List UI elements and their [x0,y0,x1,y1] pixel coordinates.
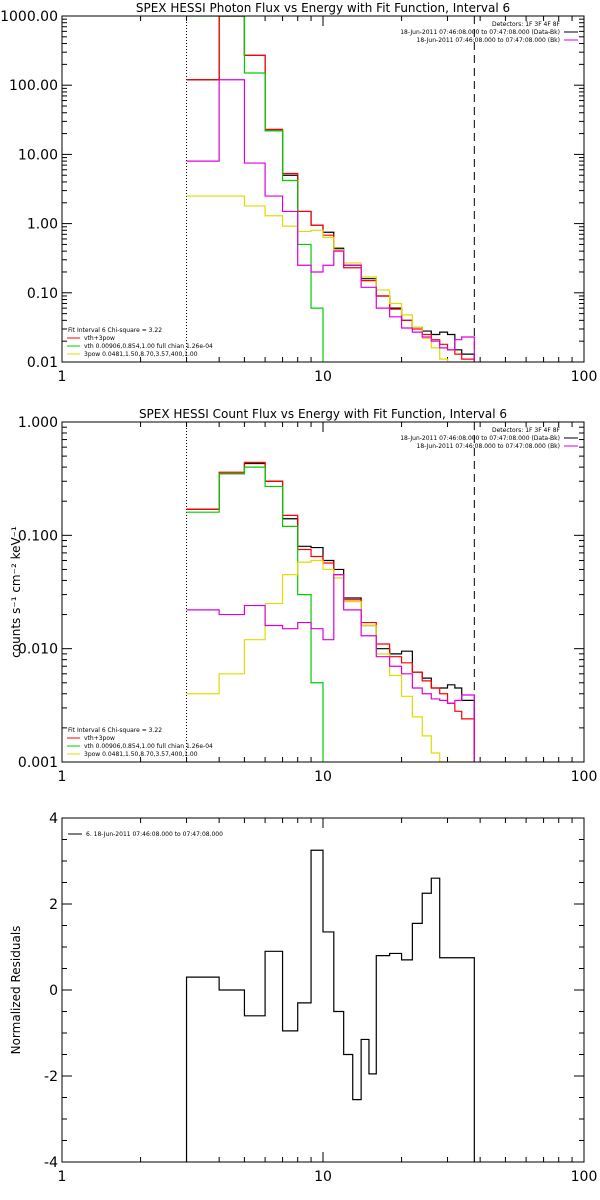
x-tick-label: 10 [314,369,332,385]
plot-frame [61,15,585,363]
panel-count: SPEX HESSI Count Flux vs Energy with Fit… [9,407,597,785]
legend-entry: vth+3pow [84,735,115,742]
legend-entry: 3pow 0.0481,1.50,8.70,3.57,400,1.00 [84,751,198,758]
legend-entry: 3pow 0.0481,1.50,8.70,3.57,400,1.00 [84,351,198,358]
y-tick-label: 0.01 [27,355,58,371]
y-axis-label: counts s⁻¹ cm⁻² keV⁻¹ [9,526,23,658]
legend-entry: 6. 18-Jun-2011 07:46:08.000 to 07:47:08.… [86,831,223,838]
series-1-step-line [186,16,475,362]
legend-bottomleft: Fit Interval 6 Chi-square = 3.22vth+3pow… [67,727,213,758]
y-axis-label: Normalized Residuals [9,926,23,1055]
series-0-step-line [186,16,475,362]
y-tick-label: -2 [44,1069,58,1085]
chart-title: SPEX HESSI Count Flux vs Energy with Fit… [139,407,507,421]
legend-entry: Fit Interval 6 Chi-square = 3.22 [68,327,162,334]
y-tick-label: 4 [49,811,58,827]
legend-entry: vth 0.00906,0.854,1.00 full chian 1.26e-… [84,343,213,350]
y-tick-label: 1000.00 [0,9,58,25]
x-tick-label: 1 [58,369,67,385]
y-tick-label: 0.10 [27,286,58,302]
y-tick-label: 10.00 [18,147,58,163]
series-2-step-line [186,16,324,362]
chart-title: SPEX HESSI Photon Flux vs Energy with Fi… [136,1,510,15]
legend-entry: Detectors: 1F 3F 4F 8F [492,427,561,434]
series-group [185,849,475,1162]
legend-entry: vth+3pow [84,335,115,342]
x-tick-label: 100 [571,769,598,785]
legend-entry: 18-Jun-2011 07:46:08.000 to 07:47:08.000… [400,435,560,442]
x-tick-label: 10 [314,1169,332,1185]
series-0-step-line [186,462,475,762]
x-tick-label: 100 [571,1169,598,1185]
panel-residuals: Normalized Residuals 1 10 100 -4 -2 0 2 4 6. 18-J… [9,811,597,1185]
series-group [186,16,475,362]
legend-topleft: 6. 18-Jun-2011 07:46:08.000 to 07:47:08.… [68,831,223,838]
y-tick-label: 0 [49,983,58,999]
legend-entry: Fit Interval 6 Chi-square = 3.22 [68,727,162,734]
series-2-step-line [186,466,324,762]
y-tick-label: 1.000 [18,415,58,431]
y-tick-label: 100.00 [9,78,58,94]
x-tick-label: 100 [571,369,598,385]
y-tick-label: 2 [49,897,58,913]
x-tick-label: 10 [314,769,332,785]
series-3-step-line [186,559,475,762]
plot-frame [61,817,585,1163]
legend-entry: 18-Jun-2011 07:46:08.000 to 07:47:08.000… [400,29,560,36]
y-tick-label: -4 [44,1155,58,1171]
panel-photon: SPEX HESSI Photon Flux vs Energy with Fi… [0,1,597,385]
x-tick-label: 1 [58,1169,67,1185]
legend-entry: 18-Jun-2011 07:46:08.000 to 07:47:08.000… [417,37,560,44]
series-4-step-line [186,574,475,762]
y-tick-label: 1.00 [27,217,58,233]
y-tick-label: 0.010 [18,642,58,658]
plot-frame [61,421,585,763]
legend-entry: 18-Jun-2011 07:46:08.000 to 07:47:08.000… [417,443,560,450]
y-tick-label: 0.001 [18,755,58,771]
y-tick-label: 0.100 [18,528,58,544]
series-group [186,461,475,762]
series-0-step-line [185,849,475,1162]
x-tick-label: 1 [58,769,67,785]
series-1-step-line [186,461,475,762]
series-4-step-line [186,79,475,362]
legend-entry: vth 0.00906,0.854,1.00 full chian 1.26e-… [84,743,213,750]
legend-entry: Detectors: 1F 3F 4F 8F [492,21,561,28]
legend-bottomleft: Fit Interval 6 Chi-square = 3.22vth+3pow… [67,327,213,358]
